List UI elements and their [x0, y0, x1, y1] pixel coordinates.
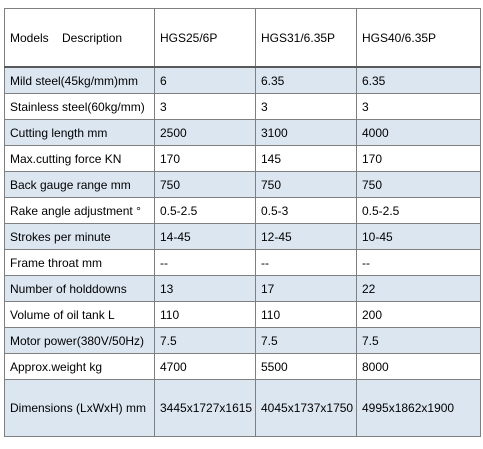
header-model: HGS31/6.35P — [255, 8, 357, 68]
row-value: 0.5-2.5 — [154, 197, 256, 224]
table-row: Approx.weight kg 4700 5500 8000 — [4, 353, 481, 380]
row-value: 7.5 — [255, 327, 357, 354]
table-header-row: Models Description HGS25/6P HGS31/6.35P … — [4, 8, 481, 68]
row-value: 13 — [154, 275, 256, 302]
table-row: Mild steel(45kg/mm)mm 6 6.35 6.35 — [4, 66, 481, 94]
row-label: Rake angle adjustment ° — [4, 197, 155, 224]
row-value: 14-45 — [154, 223, 256, 250]
row-value: -- — [255, 249, 357, 276]
row-label: Approx.weight kg — [4, 353, 155, 380]
row-value: 3100 — [255, 119, 357, 146]
table-row: Strokes per minute 14-45 12-45 10-45 — [4, 223, 481, 250]
table-row: Frame throat mm -- -- -- — [4, 249, 481, 276]
row-value: 8000 — [356, 353, 481, 380]
row-value: 7.5 — [154, 327, 256, 354]
row-label: Strokes per minute — [4, 223, 155, 250]
row-value: 17 — [255, 275, 357, 302]
table-row: Back gauge range mm 750 750 750 — [4, 171, 481, 198]
row-value: 0.5-3 — [255, 197, 357, 224]
row-value: 170 — [356, 145, 481, 172]
row-label: Number of holddowns — [4, 275, 155, 302]
row-value: 0.5-2.5 — [356, 197, 481, 224]
row-value: 6 — [154, 66, 256, 94]
row-value: 5500 — [255, 353, 357, 380]
spec-table: Models Description HGS25/6P HGS31/6.35P … — [4, 8, 481, 437]
header-model: HGS25/6P — [154, 8, 256, 68]
header-label: Models Description — [4, 8, 155, 68]
row-value: 110 — [255, 301, 357, 328]
row-value: -- — [356, 249, 481, 276]
table-row: Volume of oil tank L 110 110 200 — [4, 301, 481, 328]
row-value: 145 — [255, 145, 357, 172]
row-value: 3 — [154, 93, 256, 120]
row-label: Volume of oil tank L — [4, 301, 155, 328]
table-row: Motor power(380V/50Hz) 7.5 7.5 7.5 — [4, 327, 481, 354]
row-value: 750 — [154, 171, 256, 198]
row-label: Dimensions (LxWxH) mm — [4, 379, 155, 437]
row-value: 3445x1727x1615 — [154, 379, 256, 437]
row-value: 3 — [255, 93, 357, 120]
row-value: 10-45 — [356, 223, 481, 250]
row-label: Stainless steel(60kg/mm) — [4, 93, 155, 120]
table-row: Dimensions (LxWxH) mm 3445x1727x1615 404… — [4, 379, 481, 437]
row-value: 6.35 — [356, 66, 481, 94]
table-row: Cutting length mm 2500 3100 4000 — [4, 119, 481, 146]
row-value: -- — [154, 249, 256, 276]
row-value: 4000 — [356, 119, 481, 146]
row-value: 750 — [255, 171, 357, 198]
row-value: 2500 — [154, 119, 256, 146]
row-value: 750 — [356, 171, 481, 198]
row-label: Frame throat mm — [4, 249, 155, 276]
row-value: 4995x1862x1900 — [356, 379, 481, 437]
row-value: 4700 — [154, 353, 256, 380]
row-value: 4045x1737x1750 — [255, 379, 357, 437]
table-row: Number of holddowns 13 17 22 — [4, 275, 481, 302]
header-model: HGS40/6.35P — [356, 8, 481, 68]
row-label: Motor power(380V/50Hz) — [4, 327, 155, 354]
row-value: 110 — [154, 301, 256, 328]
row-value: 22 — [356, 275, 481, 302]
row-value: 3 — [356, 93, 481, 120]
row-value: 170 — [154, 145, 256, 172]
row-value: 6.35 — [255, 66, 357, 94]
table-row: Stainless steel(60kg/mm) 3 3 3 — [4, 93, 481, 120]
row-label: Max.cutting force KN — [4, 145, 155, 172]
row-value: 200 — [356, 301, 481, 328]
row-value: 7.5 — [356, 327, 481, 354]
row-value: 12-45 — [255, 223, 357, 250]
row-label: Cutting length mm — [4, 119, 155, 146]
row-label: Mild steel(45kg/mm)mm — [4, 66, 155, 94]
table-row: Rake angle adjustment ° 0.5-2.5 0.5-3 0.… — [4, 197, 481, 224]
table-row: Max.cutting force KN 170 145 170 — [4, 145, 481, 172]
row-label: Back gauge range mm — [4, 171, 155, 198]
